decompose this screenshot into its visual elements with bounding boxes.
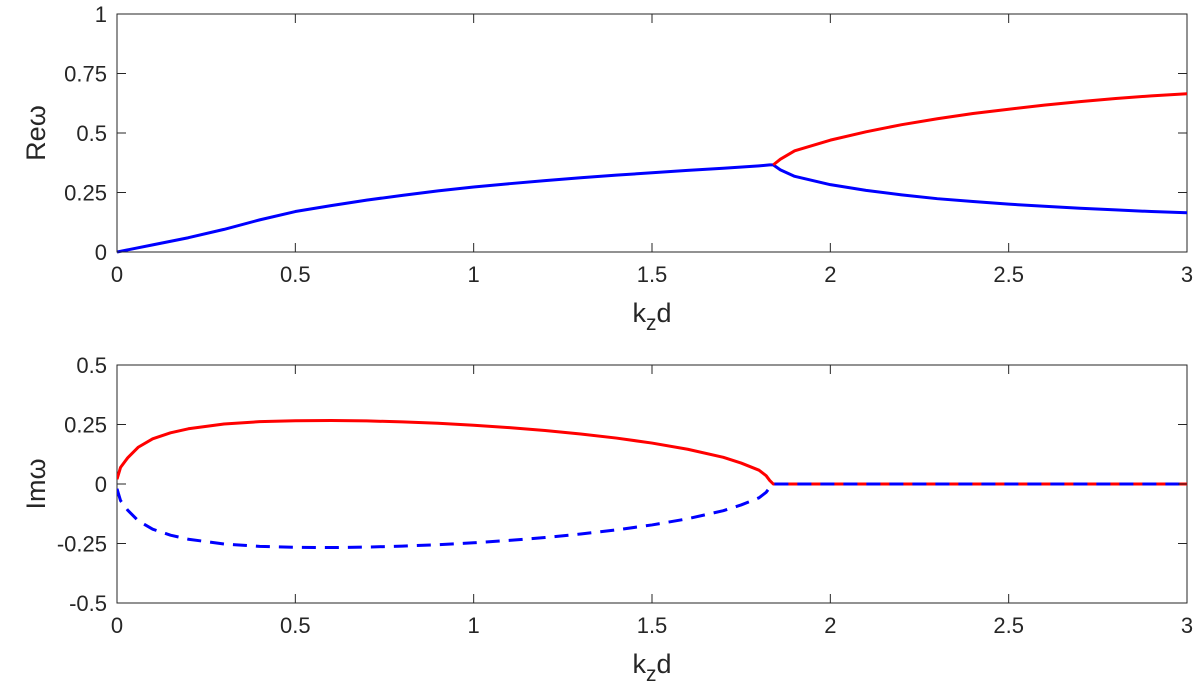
im-x-tick-label: 2.5 — [993, 613, 1024, 638]
x-label-tail: d — [656, 298, 671, 328]
re-y-tick-label: 0.25 — [64, 181, 107, 206]
re-series-2-line — [772, 92, 1187, 167]
re-x-tick-label: 2.5 — [993, 262, 1024, 287]
im-x-tick-label: 1 — [468, 613, 480, 638]
im-series-1-line — [117, 418, 1187, 486]
im-y-axis-label: Imω — [21, 458, 51, 509]
im-y-tick-label: 0 — [95, 472, 107, 497]
x-label-main: k — [632, 298, 646, 328]
re-y-axis-label: Reω — [21, 105, 51, 161]
im-x-tick-label: 0 — [111, 613, 123, 638]
x-label-subscript: z — [646, 312, 657, 335]
im-x-tick-label: 0.5 — [280, 613, 311, 638]
im-y-tick-label: 0.25 — [64, 413, 107, 438]
im-y-tick-label: -0.5 — [69, 591, 107, 616]
im-y-tick-label: -0.25 — [57, 532, 107, 557]
re-x-tick-label: 1.5 — [637, 262, 668, 287]
re-y-tick-label: 1 — [95, 2, 107, 27]
re-x-axis-label: kzd — [632, 298, 671, 335]
x-label-main: k — [632, 649, 646, 679]
x-label-subscript: z — [646, 663, 657, 686]
im-omega-panel: 0 0.5 1 1.5 2 2.5 3 -0.5 -0.25 0 0.25 0.5 kzd Imω — [21, 353, 1193, 686]
re-y-tick-label: 0.5 — [76, 121, 107, 146]
im-x-tick-label: 3 — [1181, 613, 1193, 638]
im-x-tick-label: 2 — [824, 613, 836, 638]
re-x-tick-label: 0 — [111, 262, 123, 287]
re-y-tick-label: 0 — [95, 240, 107, 265]
re-x-tick-label: 0.5 — [280, 262, 311, 287]
x-label-tail: d — [656, 649, 671, 679]
im-series-2-line — [117, 482, 1187, 550]
im-y-tick-label: 0.5 — [76, 353, 107, 378]
re-y-tick-label: 0.75 — [64, 62, 107, 87]
re-series-1-line — [117, 163, 1187, 254]
re-x-tick-label: 1 — [468, 262, 480, 287]
im-x-tick-label: 1.5 — [637, 613, 668, 638]
re-x-tick-label: 3 — [1181, 262, 1193, 287]
im-x-axis-label: kzd — [632, 649, 671, 686]
re-x-tick-label: 2 — [824, 262, 836, 287]
re-omega-panel: 0 0.5 1 1.5 2 2.5 3 0 0.25 0.5 0.75 1 kzd Reω — [21, 2, 1193, 335]
